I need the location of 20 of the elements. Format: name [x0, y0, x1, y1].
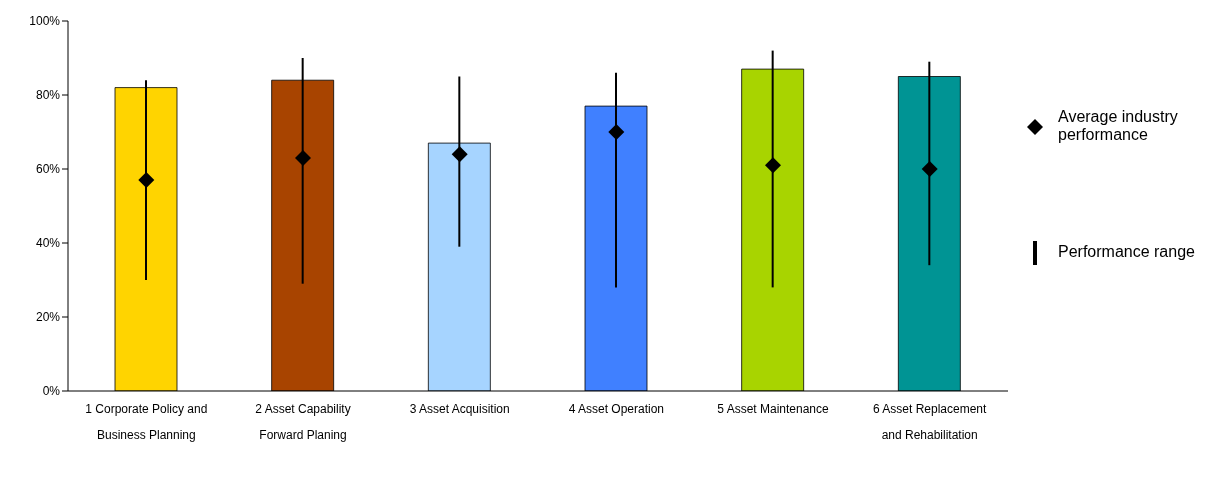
y-tick-label: 80%	[35, 88, 61, 103]
point	[295, 149, 311, 166]
y-tick-label: 60%	[35, 162, 61, 177]
legend-label: Performance range	[1058, 243, 1196, 261]
x-tick-label: 4 Asset Operation	[568, 402, 665, 416]
y-tick-label: 0%	[42, 384, 61, 399]
point	[608, 124, 625, 140]
x-tick-label: 2 Asset Capability Forward Planing	[255, 402, 351, 442]
legend-label: Average industry performance	[1058, 108, 1179, 144]
x-tick-label: 5 Asset Maintenance	[717, 402, 830, 416]
point	[451, 146, 468, 163]
point	[921, 161, 938, 177]
x-tick-label: 3 Asset Acquisition	[409, 402, 510, 416]
point	[138, 172, 155, 189]
y-tick-label: 20%	[35, 310, 61, 325]
x-tick-label: 6 Asset Replacement and Rehabilitation	[872, 402, 988, 442]
y-tick-label: 40%	[35, 236, 61, 251]
x-tick-label: 1 Corporate Policy and Business Planning	[85, 402, 208, 442]
point	[765, 157, 781, 174]
y-tick-label: 100%	[29, 14, 61, 29]
